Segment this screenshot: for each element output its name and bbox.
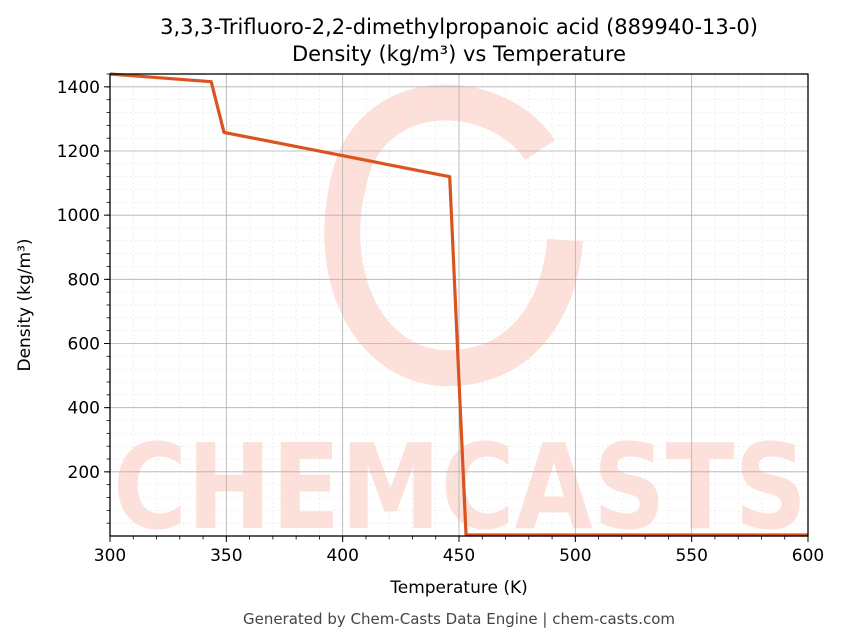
- x-tick-label: 450: [443, 546, 475, 566]
- x-tick-label: 300: [94, 546, 126, 566]
- y-tick-label: 600: [68, 335, 100, 355]
- axis-ticks: 300 350 400 450 500 550 600 200 400 600 800 1000 120…: [57, 73, 824, 566]
- y-tick-label: 1000: [57, 206, 100, 226]
- footer-credit: Generated by Chem-Casts Data Engine | ch…: [243, 610, 675, 628]
- watermark-logo: [324, 84, 583, 387]
- y-tick-label: 800: [68, 270, 100, 290]
- watermark: CHEMCASTS: [113, 84, 807, 556]
- x-tick-label: 350: [210, 546, 242, 566]
- chart-title: 3,3,3-Trifluoro-2,2-dimethylpropanoic ac…: [160, 15, 758, 39]
- x-tick-label: 550: [675, 546, 707, 566]
- y-tick-label: 200: [68, 463, 100, 483]
- x-axis-label: Temperature (K): [389, 578, 528, 598]
- x-tick-label: 400: [326, 546, 358, 566]
- x-tick-label: 600: [792, 546, 824, 566]
- chart-subtitle: Density (kg/m³) vs Temperature: [292, 42, 626, 66]
- y-tick-label: 400: [68, 399, 100, 419]
- plot-frame: [109, 73, 809, 537]
- density-line: [109, 72, 808, 537]
- y-tick-label: 1400: [57, 78, 100, 98]
- y-axis-label: Density (kg/m³): [15, 238, 35, 371]
- series-layer: [109, 72, 808, 537]
- x-tick-label: 500: [559, 546, 591, 566]
- y-tick-label: 1200: [57, 142, 100, 162]
